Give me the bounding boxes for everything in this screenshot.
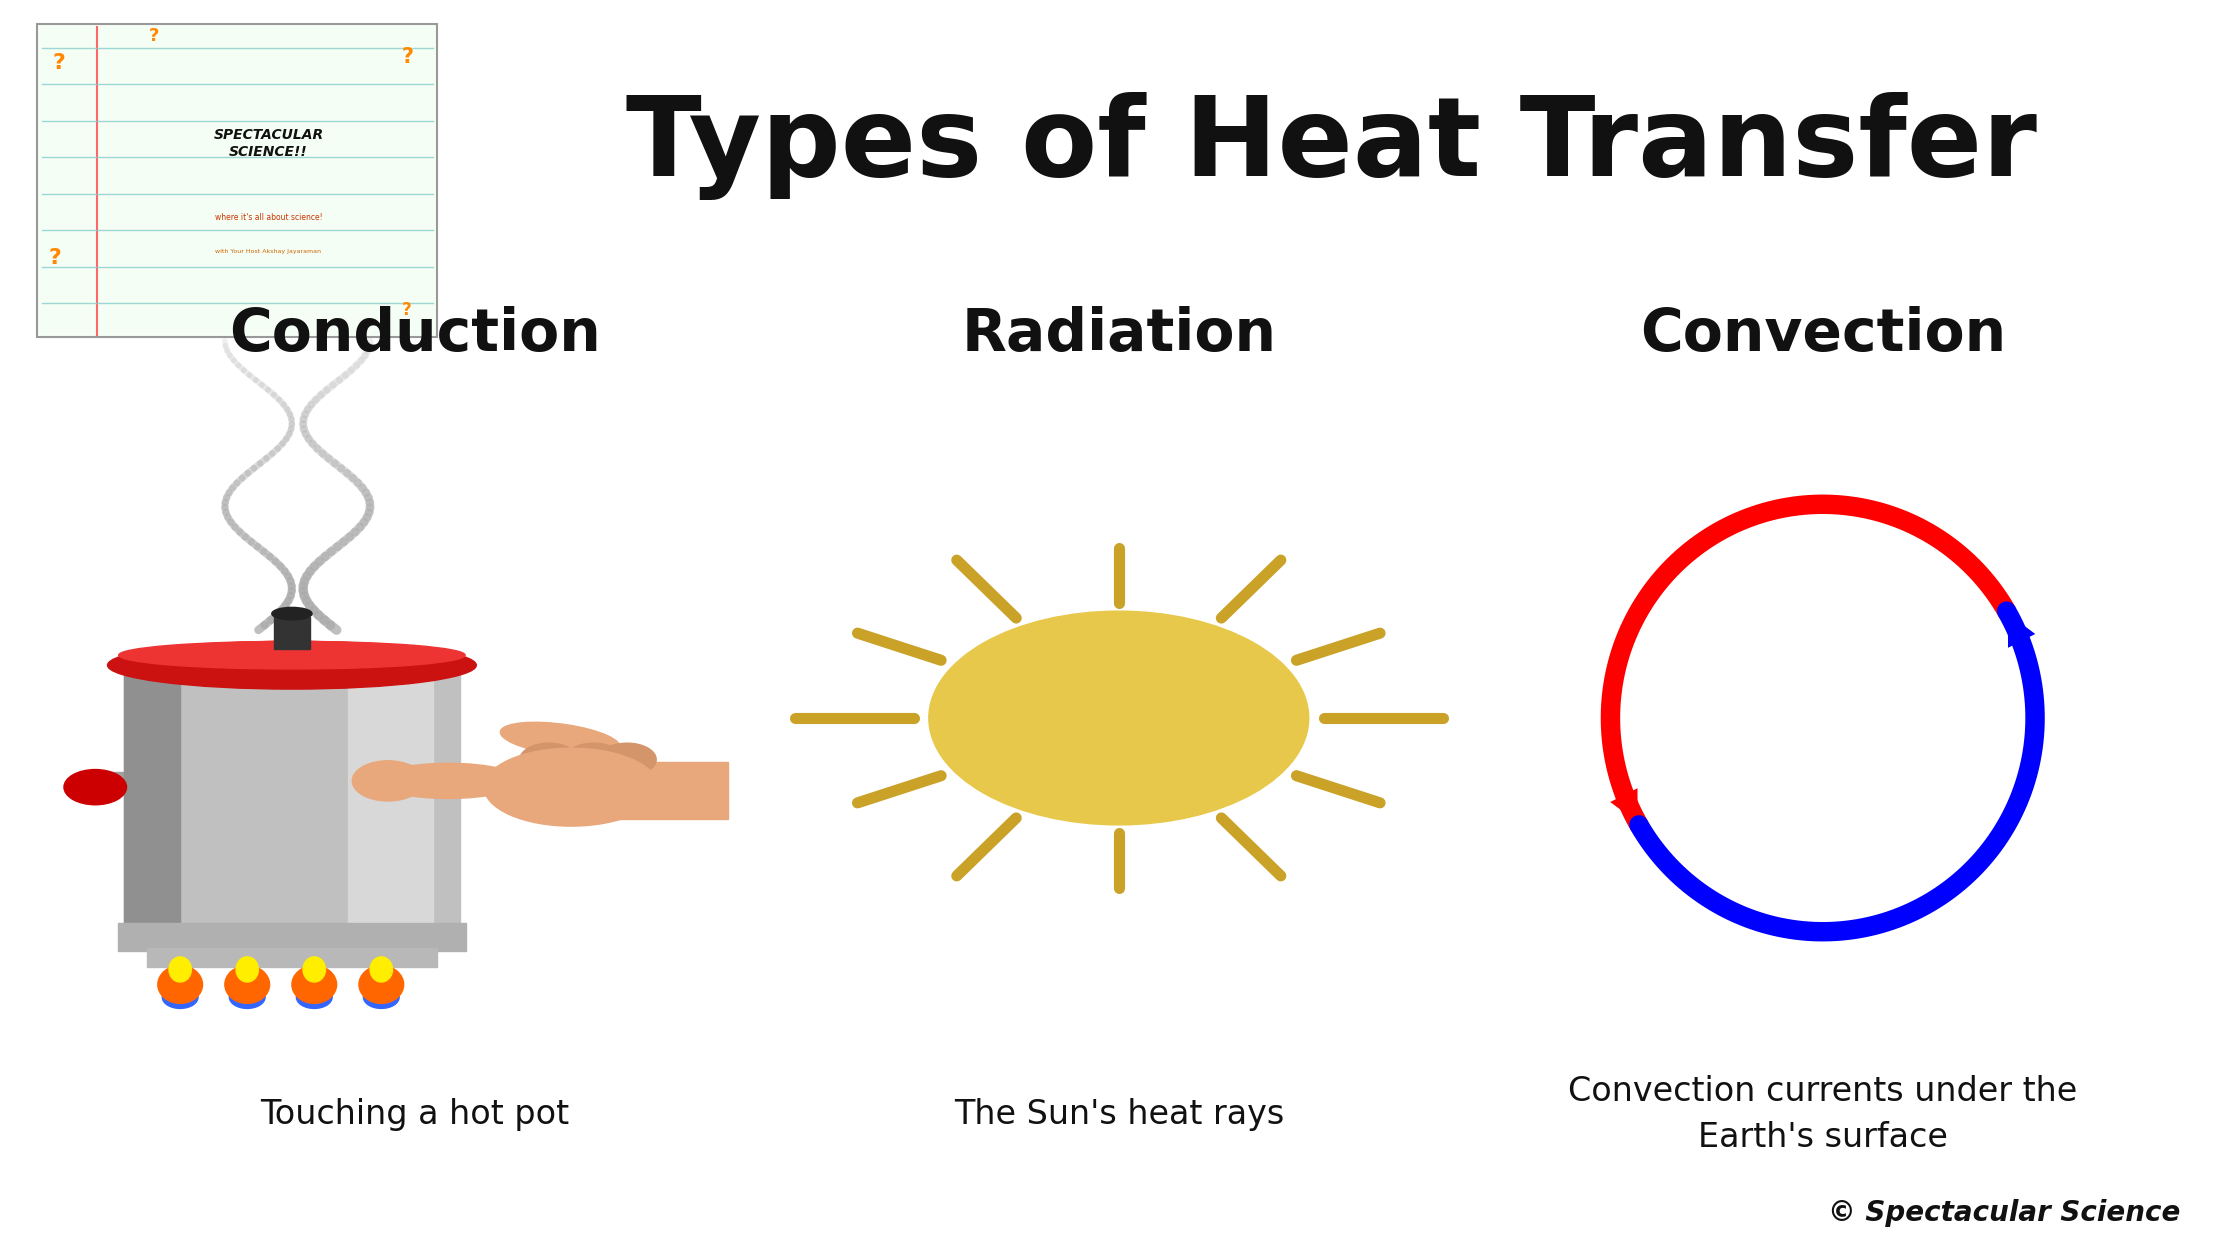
Ellipse shape <box>291 965 336 1003</box>
Circle shape <box>564 743 623 776</box>
Ellipse shape <box>228 985 264 1008</box>
Ellipse shape <box>161 985 197 1008</box>
Text: Types of Heat Transfer: Types of Heat Transfer <box>625 92 2036 200</box>
Ellipse shape <box>224 965 269 1003</box>
Ellipse shape <box>271 607 311 620</box>
Text: Conduction: Conduction <box>228 306 600 363</box>
Circle shape <box>520 743 578 776</box>
Ellipse shape <box>235 956 258 982</box>
Bar <box>605 762 728 819</box>
Bar <box>116 922 466 950</box>
Text: ?: ? <box>148 26 159 45</box>
FancyBboxPatch shape <box>38 24 437 338</box>
Ellipse shape <box>484 748 659 827</box>
Text: where it's all about science!: where it's all about science! <box>215 213 323 222</box>
Ellipse shape <box>500 722 620 756</box>
Ellipse shape <box>370 956 392 982</box>
Bar <box>123 674 459 937</box>
Text: ?: ? <box>54 53 65 73</box>
Circle shape <box>352 761 423 801</box>
Text: SPECTACULAR
SCIENCE!!: SPECTACULAR SCIENCE!! <box>213 129 323 159</box>
Bar <box>81 772 128 788</box>
Text: © Spectacular Science: © Spectacular Science <box>1828 1200 2180 1227</box>
Bar <box>432 775 473 788</box>
Text: ?: ? <box>401 301 412 319</box>
Text: Touching a hot pot: Touching a hot pot <box>260 1097 569 1130</box>
Bar <box>273 617 309 649</box>
Ellipse shape <box>108 641 477 689</box>
Circle shape <box>930 611 1308 825</box>
Text: Radiation: Radiation <box>961 306 1277 363</box>
Text: with Your Host Akshay Jayaraman: with Your Host Akshay Jayaraman <box>215 249 323 253</box>
Text: Convection: Convection <box>1640 306 2005 363</box>
Ellipse shape <box>358 965 403 1003</box>
Ellipse shape <box>376 764 522 799</box>
Ellipse shape <box>302 956 325 982</box>
Bar <box>347 674 432 937</box>
Bar <box>146 948 437 966</box>
Ellipse shape <box>168 956 190 982</box>
Ellipse shape <box>296 985 332 1008</box>
Circle shape <box>598 743 656 776</box>
Ellipse shape <box>157 965 202 1003</box>
Text: The Sun's heat rays: The Sun's heat rays <box>954 1097 1284 1130</box>
Ellipse shape <box>363 985 399 1008</box>
Text: ?: ? <box>49 247 60 267</box>
Text: ?: ? <box>401 48 414 67</box>
Circle shape <box>65 770 125 805</box>
Text: Convection currents under the
Earth's surface: Convection currents under the Earth's su… <box>1568 1075 2076 1154</box>
Ellipse shape <box>119 641 466 669</box>
Bar <box>123 674 179 937</box>
